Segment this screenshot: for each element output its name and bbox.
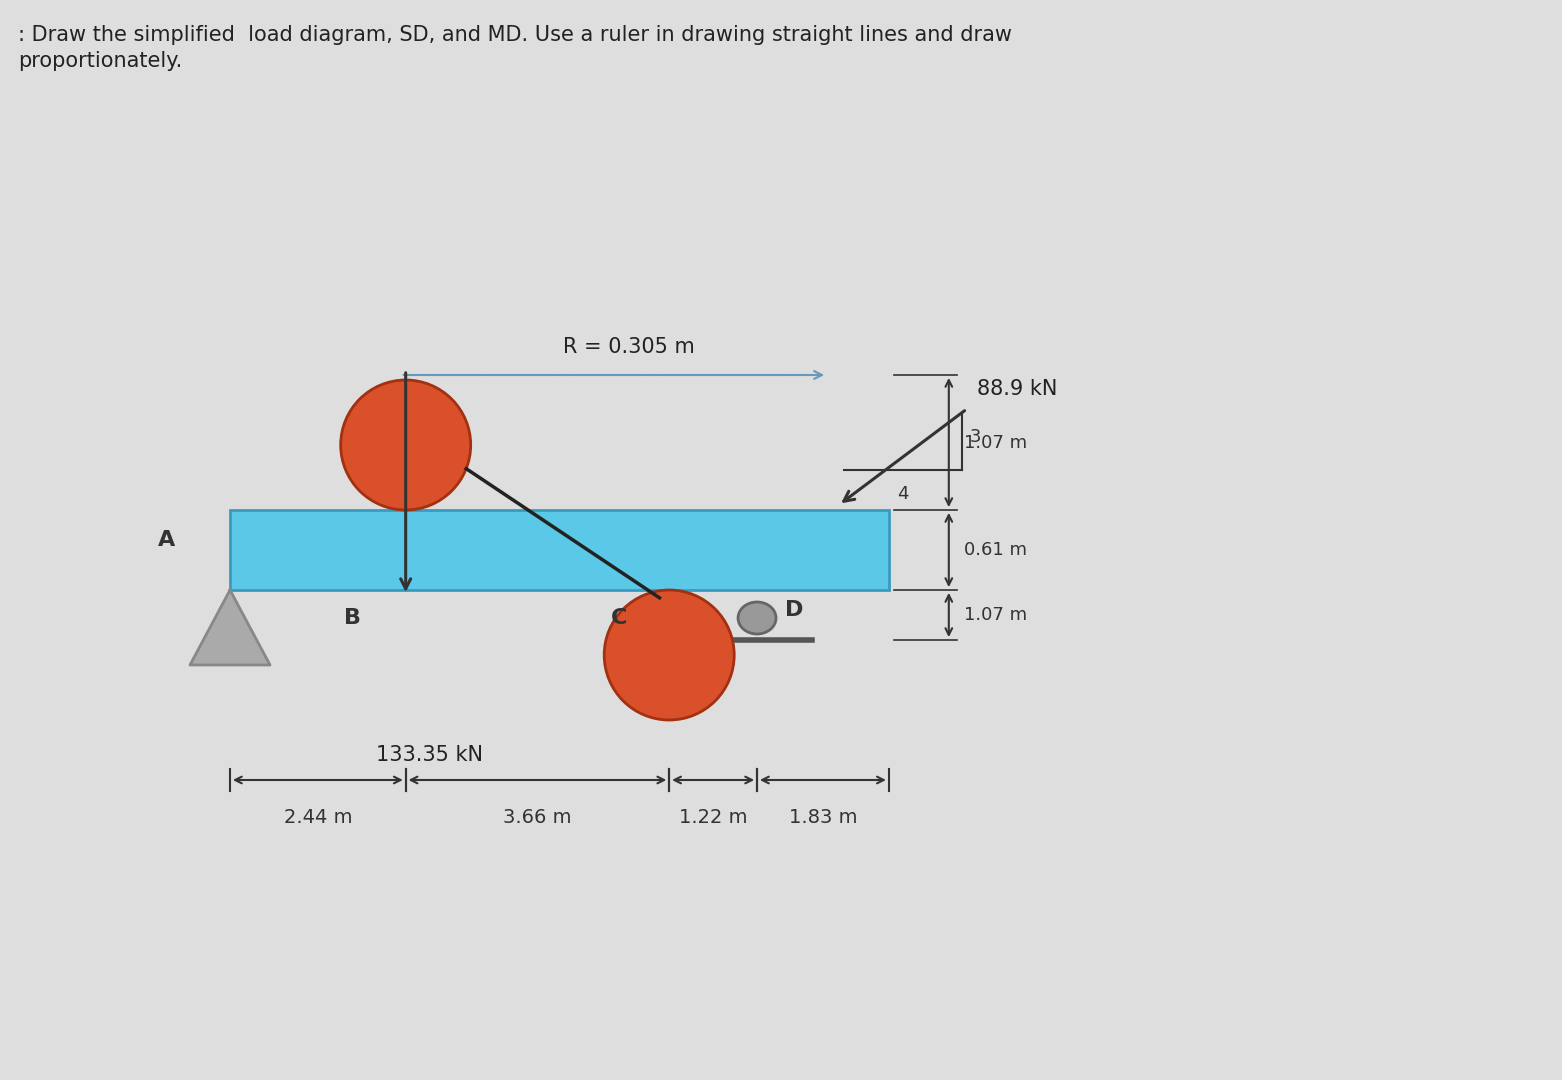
Text: 2.44 m: 2.44 m [284, 808, 351, 827]
Polygon shape [191, 590, 270, 665]
Bar [230, 510, 889, 590]
Text: 3.66 m: 3.66 m [503, 808, 572, 827]
Text: B: B [344, 608, 361, 627]
Circle shape [341, 380, 470, 510]
Ellipse shape [737, 602, 776, 634]
Text: 1.07 m: 1.07 m [964, 433, 1026, 451]
Text: A: A [158, 530, 175, 550]
Text: 1.83 m: 1.83 m [789, 808, 858, 827]
Text: 1.07 m: 1.07 m [964, 606, 1026, 624]
Bar [662, 590, 676, 654]
Text: 1.22 m: 1.22 m [679, 808, 747, 827]
Text: 3: 3 [970, 428, 981, 446]
Text: 133.35 kN: 133.35 kN [376, 745, 483, 765]
Text: : Draw the simplified  load diagram, SD, and MD. Use a ruler in drawing straight: : Draw the simplified load diagram, SD, … [19, 25, 1012, 71]
Text: C: C [611, 608, 628, 627]
Text: 0.61 m: 0.61 m [964, 541, 1026, 559]
Text: 88.9 kN: 88.9 kN [976, 379, 1057, 399]
Text: D: D [786, 600, 803, 620]
Text: R = 0.305 m: R = 0.305 m [562, 337, 695, 357]
Text: 4: 4 [897, 485, 909, 503]
Bar [398, 445, 412, 510]
Circle shape [604, 590, 734, 720]
